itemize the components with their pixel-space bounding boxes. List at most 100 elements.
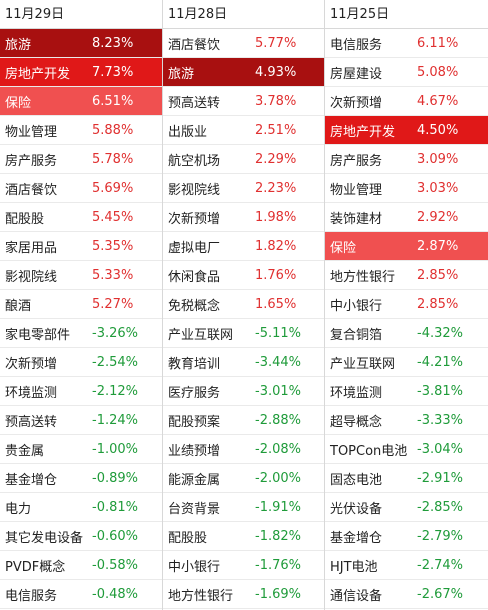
sector-name: 次新预增 [5,356,58,372]
sector-row[interactable]: 其它发电设备 -0.60% [0,522,162,551]
sector-row[interactable]: 房屋建设 5.08% [325,58,488,87]
column-date-header: 11月28日 [163,0,324,29]
sector-change-percent: -2.91% [417,470,463,486]
sector-row[interactable]: 旅游 8.23% [0,29,162,58]
sector-row[interactable]: 环境监测 -2.12% [0,377,162,406]
sector-row[interactable]: 电信服务 6.11% [325,29,488,58]
sector-name: 航空机场 [168,153,221,169]
sector-row[interactable]: 复合铜箔 -4.32% [325,319,488,348]
sector-name: 酒店餐饮 [168,37,221,53]
sector-row[interactable]: 业绩预增 -2.08% [163,435,324,464]
sector-row[interactable]: 固态电池 -2.91% [325,464,488,493]
sector-change-percent: -2.12% [92,383,138,399]
sector-row[interactable]: 保险 2.87% [325,232,488,261]
sector-name: 台资背景 [168,501,221,517]
sector-row[interactable]: 房产服务 5.78% [0,145,162,174]
sector-change-percent: 5.77% [255,35,297,51]
sector-row[interactable]: 物业管理 3.03% [325,174,488,203]
sector-name: 房产服务 [5,153,58,169]
sector-row[interactable]: 通信设备 -2.67% [325,580,488,609]
sector-row[interactable]: 产业互联网 -5.11% [163,319,324,348]
sector-row[interactable]: 地方性银行 2.85% [325,261,488,290]
sector-row[interactable]: 超导概念 -3.33% [325,406,488,435]
sector-change-percent: 3.78% [255,93,297,109]
sector-change-percent: -0.58% [92,557,138,573]
sector-row[interactable]: 教育培训 -3.44% [163,348,324,377]
sector-row[interactable]: 预高送转 -1.24% [0,406,162,435]
sector-row[interactable]: 电信服务 -0.48% [0,580,162,609]
sector-name: 业绩预增 [168,443,221,459]
sector-row[interactable]: 房地产开发 7.73% [0,58,162,87]
sector-row[interactable]: 次新预增 4.67% [325,87,488,116]
sector-row[interactable]: 次新预增 1.98% [163,203,324,232]
sector-change-percent: -2.85% [417,499,463,515]
sector-name: 中小银行 [168,559,221,575]
sector-row[interactable]: 光伏设备 -2.85% [325,493,488,522]
sector-row[interactable]: HJT电池 -2.74% [325,551,488,580]
sector-name: 环境监测 [5,385,58,401]
sector-row[interactable]: 酒店餐饮 5.77% [163,29,324,58]
sector-row[interactable]: 配股股 5.45% [0,203,162,232]
sector-row[interactable]: PVDF概念 -0.58% [0,551,162,580]
sector-name: 出版业 [168,124,208,140]
sector-change-percent: 2.87% [417,238,459,254]
sector-row[interactable]: 能源金属 -2.00% [163,464,324,493]
sector-row[interactable]: 物业管理 5.88% [0,116,162,145]
sector-row[interactable]: 房地产开发 4.50% [325,116,488,145]
sector-row[interactable]: 酒店餐饮 5.69% [0,174,162,203]
sector-change-percent: -3.81% [417,383,463,399]
sector-row[interactable]: 配股股 -1.82% [163,522,324,551]
sector-row[interactable]: 家电零部件 -3.26% [0,319,162,348]
sector-row[interactable]: 预高送转 3.78% [163,87,324,116]
sector-change-percent: -1.82% [255,528,301,544]
sector-name: 地方性银行 [330,269,396,285]
sector-row[interactable]: 酿酒 5.27% [0,290,162,319]
sector-row[interactable]: 配股预案 -2.88% [163,406,324,435]
sector-row[interactable]: 电力 -0.81% [0,493,162,522]
sector-row[interactable]: 医疗服务 -3.01% [163,377,324,406]
sector-row[interactable]: 环境监测 -3.81% [325,377,488,406]
sector-change-percent: 5.35% [92,238,134,254]
sector-row[interactable]: 地方性银行 -1.69% [163,580,324,609]
sector-name: 物业管理 [330,182,383,198]
sector-row[interactable]: 产业互联网 -4.21% [325,348,488,377]
sector-name: 保险 [5,95,32,111]
sector-row[interactable]: 旅游 4.93% [163,58,324,87]
sector-change-percent: -3.01% [255,383,301,399]
sector-row[interactable]: 保险 6.51% [0,87,162,116]
sector-name: 配股股 [168,530,208,546]
sector-row[interactable]: TOPCon电池 -3.04% [325,435,488,464]
sector-row[interactable]: 基金增仓 -0.89% [0,464,162,493]
sector-row[interactable]: 航空机场 2.29% [163,145,324,174]
sector-name: 复合铜箔 [330,327,383,343]
sector-row[interactable]: 虚拟电厂 1.82% [163,232,324,261]
sector-row[interactable]: 免税概念 1.65% [163,290,324,319]
sector-row[interactable]: 出版业 2.51% [163,116,324,145]
sector-row[interactable]: 台资背景 -1.91% [163,493,324,522]
sector-row[interactable]: 基金增仓 -2.79% [325,522,488,551]
sector-row[interactable]: 中小银行 2.85% [325,290,488,319]
sector-change-percent: -3.26% [92,325,138,341]
sector-row[interactable]: 中小银行 -1.76% [163,551,324,580]
sector-row[interactable]: 影视院线 2.23% [163,174,324,203]
sector-change-percent: -2.08% [255,441,301,457]
column-date-header: 11月29日 [0,0,162,29]
sector-change-percent: 6.51% [92,93,134,109]
sector-row[interactable]: 房产服务 3.09% [325,145,488,174]
sector-change-percent: 2.51% [255,122,297,138]
sector-change-percent: 2.85% [417,267,459,283]
sector-change-percent: -0.89% [92,470,138,486]
sector-row[interactable]: 家居用品 5.35% [0,232,162,261]
sector-row[interactable]: 影视院线 5.33% [0,261,162,290]
sector-change-percent: 4.67% [417,93,459,109]
sector-change-percent: -2.88% [255,412,301,428]
sector-row[interactable]: 装饰建材 2.92% [325,203,488,232]
sector-row[interactable]: 贵金属 -1.00% [0,435,162,464]
sector-name: 电信服务 [5,588,58,604]
sector-name: 房地产开发 [5,66,71,82]
sector-name: 基金增仓 [330,530,383,546]
sector-row[interactable]: 次新预增 -2.54% [0,348,162,377]
sector-row[interactable]: 休闲食品 1.76% [163,261,324,290]
sector-name: 虚拟电厂 [168,240,221,256]
